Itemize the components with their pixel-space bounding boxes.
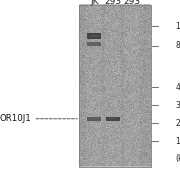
Bar xyxy=(90,118,99,119)
Text: 34: 34 xyxy=(176,101,180,110)
Bar xyxy=(86,4,102,166)
Text: OR10J1: OR10J1 xyxy=(0,114,31,123)
Bar xyxy=(90,43,99,44)
Bar xyxy=(109,118,117,119)
Bar xyxy=(106,117,120,121)
Text: (kD): (kD) xyxy=(176,154,180,163)
Bar xyxy=(87,117,102,121)
Text: 293: 293 xyxy=(104,0,122,6)
Text: 19: 19 xyxy=(176,137,180,146)
Bar xyxy=(124,4,140,166)
Text: 117: 117 xyxy=(176,22,180,31)
Bar xyxy=(90,35,99,37)
Text: 48: 48 xyxy=(176,83,180,92)
Bar xyxy=(87,42,102,46)
Text: JK: JK xyxy=(90,0,99,6)
Text: 293: 293 xyxy=(124,0,141,6)
Bar xyxy=(79,4,151,166)
Text: 26: 26 xyxy=(176,119,180,128)
Text: 85: 85 xyxy=(176,41,180,50)
Bar xyxy=(87,33,102,39)
Bar xyxy=(79,4,151,166)
Bar xyxy=(105,4,121,166)
